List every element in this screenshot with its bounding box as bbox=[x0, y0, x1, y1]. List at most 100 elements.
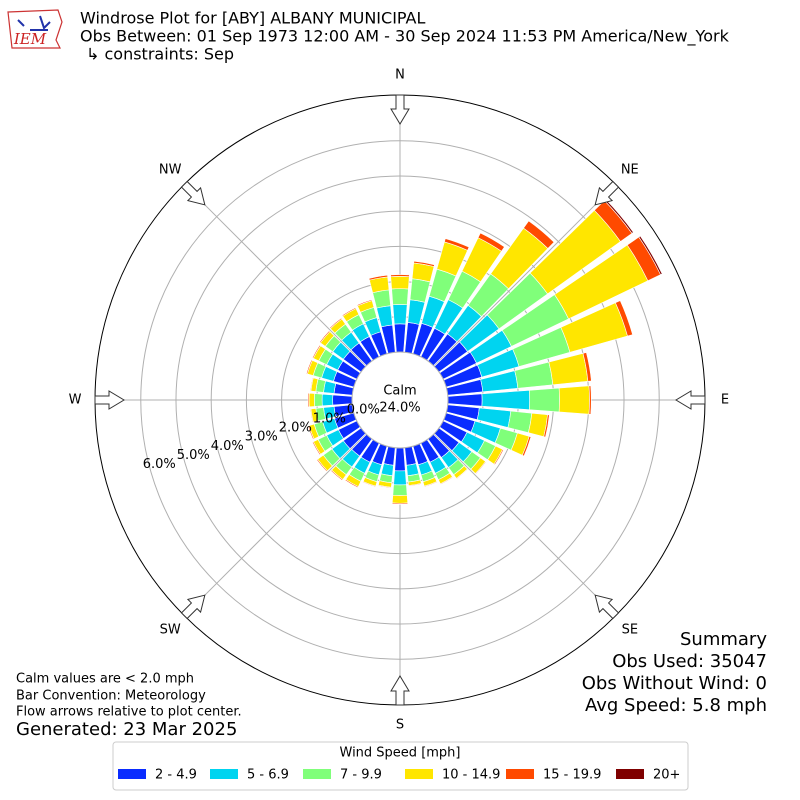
legend: 2 - 4.9 5 - 6.9 7 - 9.9 10 - 14.9 15 - 19.9 2… bbox=[118, 768, 680, 783]
wind-bar bbox=[311, 441, 321, 456]
summary-line: Summary bbox=[680, 629, 767, 650]
note: Flow arrows relative to plot center. bbox=[16, 705, 242, 720]
wind-bar bbox=[391, 288, 409, 306]
calm-label: Calm bbox=[383, 384, 416, 399]
wind-bar bbox=[356, 299, 373, 307]
flow-arrow bbox=[675, 390, 706, 410]
wind-bar bbox=[305, 359, 313, 375]
grid-ring bbox=[175, 175, 625, 625]
wind-bar bbox=[615, 300, 633, 337]
logo-outline bbox=[7, 9, 63, 49]
flow-arrow bbox=[180, 594, 206, 620]
r-tick-label: 6.0% bbox=[143, 457, 176, 472]
wind-bar bbox=[493, 448, 504, 466]
wind-bar bbox=[314, 393, 323, 407]
wind-bar bbox=[309, 377, 314, 392]
wind-bar bbox=[413, 260, 435, 267]
flow-arrow bbox=[180, 180, 206, 206]
legend-swatch bbox=[303, 769, 331, 779]
wind-bar bbox=[444, 238, 470, 251]
compass-label: S bbox=[396, 718, 404, 733]
legend-label: 10 - 14.9 bbox=[442, 768, 500, 783]
wind-bar bbox=[408, 482, 422, 487]
wind-bar bbox=[377, 484, 392, 489]
wind-bar bbox=[588, 385, 592, 415]
compass-label: NE bbox=[621, 163, 639, 178]
legend-swatch bbox=[210, 769, 238, 779]
legend-box bbox=[112, 741, 689, 791]
wind-bar bbox=[548, 352, 589, 386]
compass-label: E bbox=[721, 393, 729, 408]
wind-bar bbox=[528, 387, 560, 413]
legend-label: 2 - 4.9 bbox=[155, 768, 197, 783]
flow-arrow bbox=[94, 390, 125, 410]
note: Bar Convention: Meteorology bbox=[16, 689, 206, 704]
wind-bar bbox=[447, 393, 483, 407]
wind-bar bbox=[307, 425, 315, 440]
grid-ring bbox=[140, 140, 660, 660]
compass-label: W bbox=[69, 393, 82, 408]
subtitle: Obs Between: 01 Sep 1973 12:00 AM - 30 S… bbox=[80, 27, 730, 47]
calm-value: 24.0% bbox=[379, 401, 420, 416]
legend-swatch bbox=[506, 769, 534, 779]
wind-bar bbox=[391, 494, 409, 504]
wind-bar bbox=[393, 470, 407, 486]
compass-label: NW bbox=[159, 163, 182, 178]
wind-bar bbox=[344, 479, 359, 489]
grid-spoke bbox=[433, 433, 617, 617]
wind-bar bbox=[523, 220, 555, 249]
logo-mark bbox=[17, 15, 51, 31]
legend-label: 20+ bbox=[653, 768, 680, 783]
wind-bar bbox=[376, 305, 393, 328]
wind-bar bbox=[423, 481, 438, 488]
summary-line: Avg Speed: 5.8 mph bbox=[585, 695, 767, 716]
r-tick-label: 3.0% bbox=[245, 430, 278, 445]
grid-spoke bbox=[183, 433, 367, 617]
legend-swatch bbox=[405, 769, 433, 779]
wind-bar bbox=[477, 232, 505, 252]
logo: IEM bbox=[7, 9, 63, 49]
r-tick-label: 2.0% bbox=[279, 421, 312, 436]
summary-line: Obs Without Wind: 0 bbox=[582, 673, 767, 694]
r-tick-label: 5.0% bbox=[177, 448, 210, 463]
wind-bar bbox=[362, 481, 377, 488]
windrose: Calm 24.0%0.0%1.0%2.0%3.0%4.0%5.0%6.0% N NE… bbox=[69, 68, 730, 733]
r-tick-label: 4.0% bbox=[211, 439, 244, 454]
flow-arrow bbox=[390, 675, 410, 706]
wind-bar bbox=[558, 385, 590, 415]
wind-bar bbox=[390, 274, 410, 277]
wind-bar bbox=[311, 344, 321, 359]
wind-bar bbox=[638, 235, 663, 276]
wind-bar bbox=[372, 289, 391, 309]
wind-bar bbox=[393, 323, 407, 353]
wind-bar bbox=[521, 435, 532, 457]
wind-bar bbox=[392, 304, 408, 325]
wind-bar bbox=[455, 468, 469, 480]
wind-bar bbox=[392, 484, 408, 496]
legend-swatch bbox=[616, 769, 644, 779]
wind-bar bbox=[543, 414, 550, 438]
wind-bar bbox=[394, 447, 406, 472]
compass-label: SE bbox=[622, 622, 638, 637]
wind-bar bbox=[319, 330, 331, 344]
compass-label: SW bbox=[160, 622, 181, 637]
wind-bar bbox=[321, 393, 334, 407]
legend-label: 5 - 6.9 bbox=[247, 768, 289, 783]
wind-bar bbox=[308, 392, 315, 408]
wind-bar bbox=[309, 408, 314, 423]
wind-bar bbox=[391, 502, 409, 505]
flow-arrow bbox=[390, 94, 410, 125]
wind-bar bbox=[368, 274, 389, 281]
grid-spoke bbox=[433, 183, 617, 367]
summary-line: Obs Used: 35047 bbox=[612, 651, 767, 672]
wind-bar bbox=[341, 307, 357, 317]
compass-label: N bbox=[395, 68, 405, 83]
generated: Generated: 23 Mar 2025 bbox=[16, 719, 237, 740]
constraints: ↳ constraints: Sep bbox=[86, 45, 234, 64]
legend-swatch bbox=[118, 769, 146, 779]
r-tick-label: 0.0% bbox=[347, 402, 380, 417]
wind-bar bbox=[307, 392, 310, 408]
legend-label: 7 - 9.9 bbox=[340, 768, 382, 783]
title: Windrose Plot for [ABY] ALBANY MUNICIPAL bbox=[80, 9, 425, 28]
